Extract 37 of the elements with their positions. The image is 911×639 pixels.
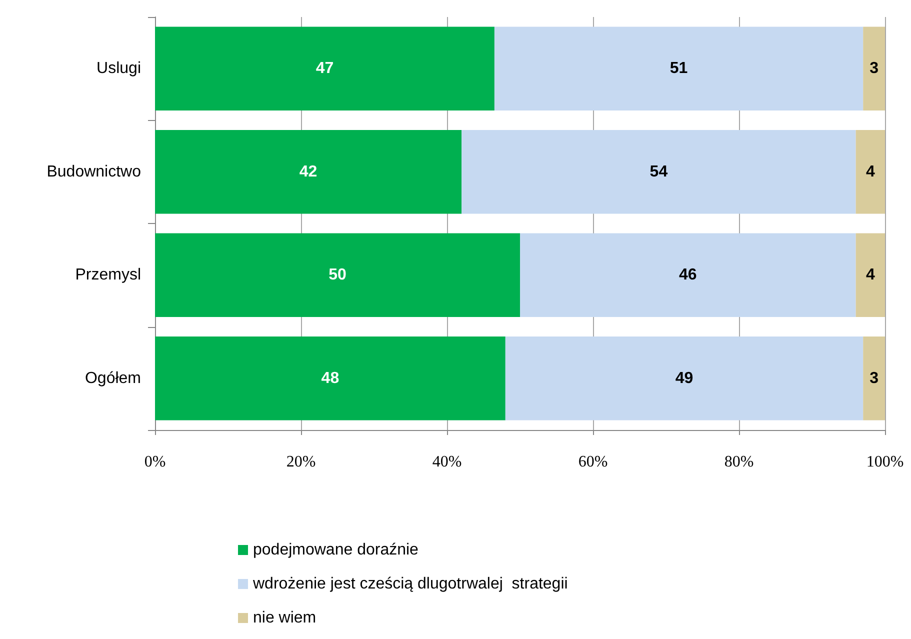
data-label: 49: [675, 370, 694, 387]
bar: [520, 233, 856, 317]
data-label: 42: [299, 163, 318, 180]
y-tick-label: Uslugi: [96, 60, 141, 78]
bar: [863, 336, 885, 420]
x-tick-label: 100%: [866, 454, 904, 470]
bar: [155, 336, 506, 420]
bar: [856, 233, 885, 317]
data-label: 3: [870, 60, 879, 78]
y-tick-label: Przemysl: [75, 266, 141, 284]
data-label: 51: [670, 60, 688, 78]
x-tick-label: 0%: [144, 454, 166, 470]
bar: [494, 26, 864, 110]
data-label: 54: [650, 163, 668, 180]
x-tick-label: 20%: [286, 454, 316, 470]
x-tick-label: 80%: [724, 454, 754, 470]
x-tick-label: 60%: [578, 454, 608, 470]
legend-label: wdrożenie jest cześcią dlugotrwalej strategii: [252, 576, 568, 592]
legend-label: nie wiem: [253, 610, 316, 626]
data-label: 47: [316, 60, 334, 78]
data-label: 3: [870, 370, 879, 387]
y-tick-label: Ogółem: [84, 370, 141, 387]
data-label: 48: [321, 370, 340, 387]
data-label: 4: [866, 266, 875, 284]
data-label: 50: [328, 266, 346, 284]
bar: [863, 26, 885, 110]
bar: [155, 130, 462, 214]
bar: [155, 26, 494, 110]
y-tick-label: Budownictwo: [46, 163, 142, 180]
data-label: 46: [679, 266, 697, 284]
bar: [505, 336, 864, 420]
bar: [155, 233, 520, 317]
x-tick-label: 40%: [432, 454, 462, 470]
bar: [856, 130, 885, 214]
bar: [462, 130, 856, 214]
legend-label: podejmowane doraźnie: [253, 542, 419, 558]
data-label: 4: [866, 163, 875, 180]
